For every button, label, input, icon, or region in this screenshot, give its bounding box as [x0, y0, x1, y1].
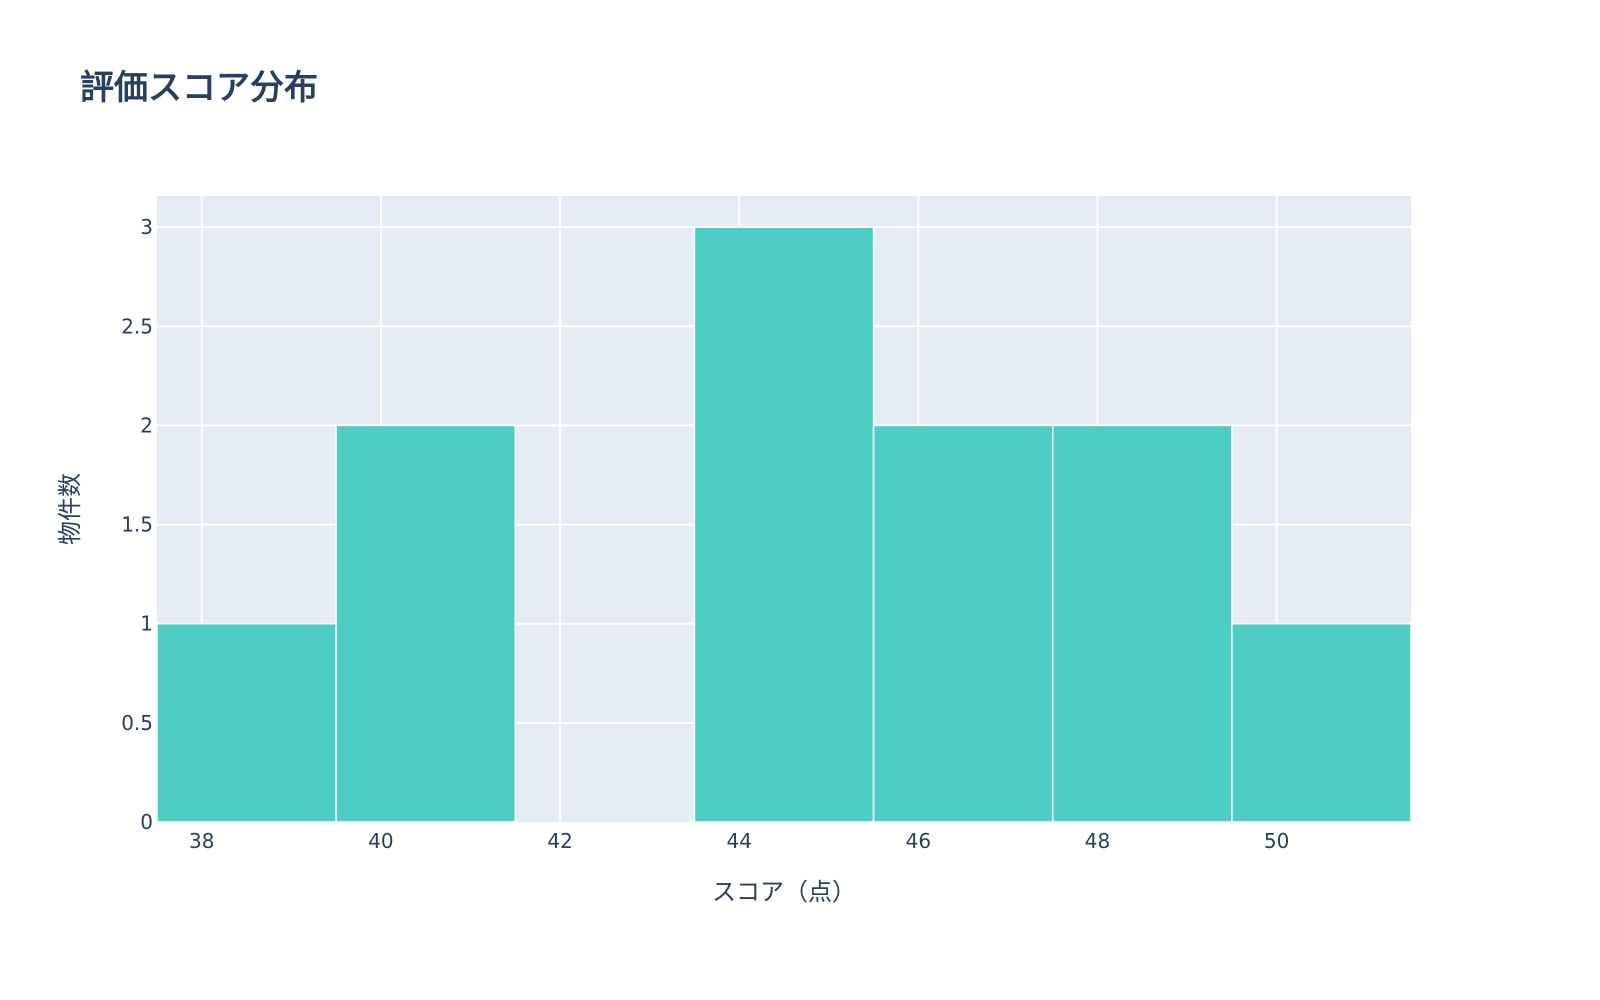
x-tick-label: 46 [906, 829, 931, 853]
x-tick-label: 40 [368, 829, 393, 853]
x-tick-label: 48 [1085, 829, 1110, 853]
x-tick-label: 42 [547, 829, 572, 853]
histogram-bar [335, 424, 517, 823]
histogram-bar [1051, 424, 1233, 823]
x-tick-label: 44 [726, 829, 751, 853]
y-tick-label: 2.5 [121, 314, 153, 338]
histogram-bar [156, 622, 337, 823]
histogram-bar [872, 424, 1054, 823]
x-tick-label: 50 [1264, 829, 1289, 853]
y-tick-label: 0 [140, 810, 153, 834]
histogram-bar [693, 226, 875, 823]
y-tick-label: 2 [140, 413, 153, 437]
y-tick-label: 1.5 [121, 513, 153, 537]
y-tick-label: 0.5 [121, 711, 153, 735]
x-axis-title: スコア（点） [712, 878, 856, 906]
y-tick-label: 1 [140, 612, 153, 636]
x-tick-label: 38 [189, 829, 214, 853]
chart-title: 評価スコア分布 [80, 68, 318, 108]
y-axis-title: 物件数 [56, 473, 84, 545]
histogram-bar [1231, 622, 1412, 823]
y-tick-label: 3 [140, 215, 153, 239]
